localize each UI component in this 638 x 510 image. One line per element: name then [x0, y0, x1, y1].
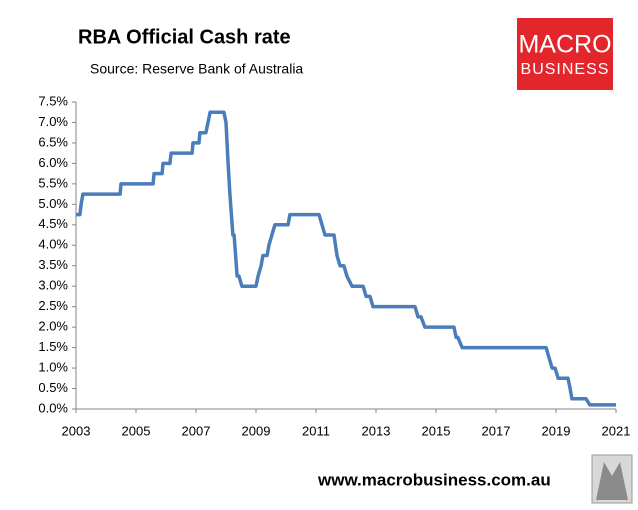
x-tick-label: 2019 [542, 423, 571, 438]
logo-icon [596, 462, 628, 500]
y-tick-label: 1.0% [38, 360, 68, 375]
x-tick-label: 2009 [242, 423, 271, 438]
x-tick-label: 2005 [122, 423, 151, 438]
x-tick-label: 2013 [362, 423, 391, 438]
x-tick-label: 2015 [422, 423, 451, 438]
chart-title: RBA Official Cash rate [78, 26, 291, 48]
logo-text: MACRO [518, 31, 611, 59]
y-tick-label: 6.5% [38, 134, 68, 149]
data-line [76, 110, 616, 407]
y-tick-label: 3.5% [38, 257, 68, 272]
y-tick-label: 2.0% [38, 319, 68, 334]
y-tick-label: 0.0% [38, 400, 68, 415]
logo-box [517, 18, 613, 90]
y-tick-label: 5.0% [38, 196, 68, 211]
y-tick-label: 1.5% [38, 339, 68, 354]
x-tick-label: 2011 [302, 423, 330, 438]
y-tick-label: 4.5% [38, 216, 68, 231]
x-tick-label: 2007 [182, 423, 211, 438]
y-tick-label: 0.5% [38, 380, 68, 395]
x-tick-label: 2021 [602, 423, 631, 438]
chart-subtitle: Source: Reserve Bank of Australia [90, 61, 303, 77]
footer-url: www.macrobusiness.com.au [317, 470, 551, 489]
y-tick-label: 3.0% [38, 278, 68, 293]
y-tick-label: 2.5% [38, 298, 68, 313]
y-tick-label: 6.0% [38, 155, 68, 170]
y-tick-label: 4.0% [38, 237, 68, 252]
logo-text: BUSINESS [521, 61, 610, 78]
y-tick-label: 7.0% [38, 114, 68, 129]
x-tick-label: 2003 [62, 423, 91, 438]
x-tick-label: 2017 [482, 423, 511, 438]
y-tick-label: 7.5% [38, 93, 68, 108]
y-tick-label: 5.5% [38, 175, 68, 190]
